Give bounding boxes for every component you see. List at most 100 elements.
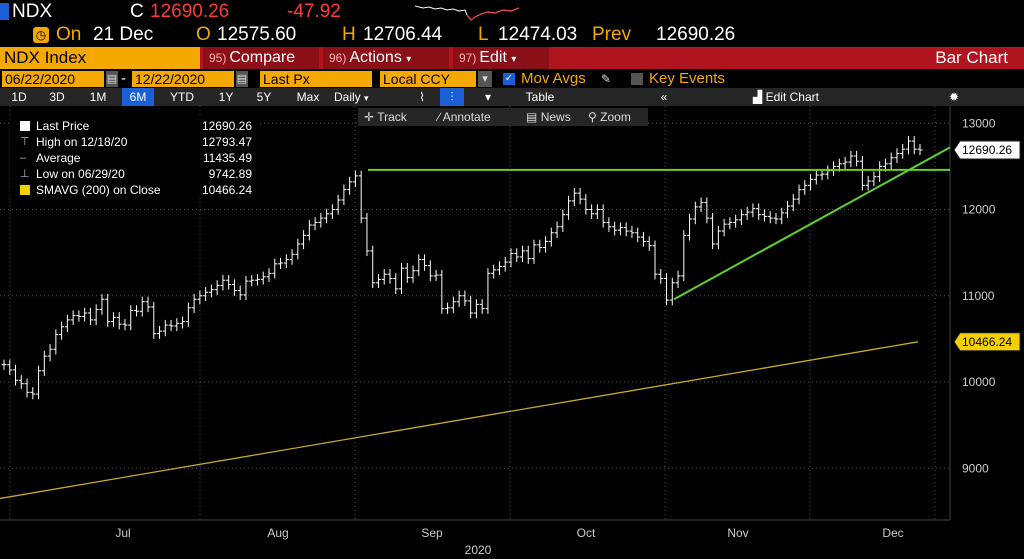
price-bar: [548, 227, 554, 247]
edit-menu[interactable]: 97) Edit ▾: [453, 47, 549, 69]
compare-menu[interactable]: 95) Compare: [203, 47, 319, 69]
price-bar: [871, 171, 877, 187]
date-range-dash: -: [121, 70, 126, 87]
price-bar: [560, 209, 566, 232]
price-bar: [704, 197, 710, 224]
settings-gear-icon[interactable]: ✹: [948, 90, 960, 104]
last-price-tag: 12690.26: [953, 140, 1021, 160]
sma-line: [0, 341, 919, 500]
price-bar: [220, 275, 226, 291]
high-label: H: [342, 24, 356, 45]
start-calendar-icon[interactable]: ▤: [106, 71, 118, 87]
price-bar: [727, 217, 733, 230]
period-3d-button[interactable]: 3D: [49, 90, 65, 104]
price-bar: [848, 150, 854, 168]
legend-low: ⊥ Low on 06/29/20 9742.89: [10, 166, 258, 182]
annotate-tool[interactable]: ∕ Annotate: [438, 108, 491, 126]
period-6m-button[interactable]: 6M: [122, 88, 154, 106]
price-bar: [698, 197, 704, 213]
price-bar: [664, 273, 670, 306]
news-tool[interactable]: ▤ News: [526, 108, 571, 126]
price-bar: [721, 218, 727, 237]
mov-avgs-checkbox[interactable]: ✓: [503, 73, 515, 85]
price-bar: [629, 225, 635, 238]
quote-header: NDX C 12690.26 -47.92: [0, 0, 1024, 24]
y-tick-label: 13000: [962, 116, 996, 130]
price-bar: [237, 285, 243, 301]
price-bar: [525, 245, 531, 264]
price-bar: [508, 248, 514, 268]
last-price-value: 12690.26: [150, 1, 230, 22]
average-marker-icon: –: [20, 152, 27, 164]
edit-menu-number: 97): [459, 51, 477, 65]
price-bar: [110, 312, 116, 327]
field-select[interactable]: Last Px: [260, 71, 372, 87]
price-bar: [790, 193, 796, 212]
compare-menu-number: 95): [209, 51, 227, 65]
price-bar: [623, 222, 629, 237]
y-tick-label: 12000: [962, 203, 996, 217]
price-bar: [819, 168, 825, 181]
period-max-button[interactable]: Max: [296, 90, 320, 104]
key-events-checkbox[interactable]: [631, 73, 643, 85]
price-bar: [410, 265, 416, 283]
legend-label: Low on 06/29/20: [36, 167, 125, 181]
edit-chart-button[interactable]: ▟ Edit Chart: [736, 88, 836, 106]
chart-style-dropdown-icon[interactable]: ▾: [484, 90, 492, 104]
period-1m-button[interactable]: 1M: [89, 90, 107, 104]
currency-select[interactable]: Local CCY: [380, 71, 476, 87]
price-bar: [496, 261, 502, 276]
price-bar: [773, 212, 779, 225]
price-bar: [854, 150, 860, 167]
price-bar: [600, 204, 606, 228]
actions-menu[interactable]: 96) Actions ▾: [323, 47, 449, 69]
period-1d-button[interactable]: 1D: [11, 90, 27, 104]
end-date-field[interactable]: 12/22/2020: [132, 71, 234, 87]
chart-settings-row: 06/22/2020 ▤ - 12/22/2020 ▤ Last Px Loca…: [0, 70, 1024, 88]
frequency-select[interactable]: Daily ▾: [334, 88, 394, 106]
price-bar: [278, 257, 284, 270]
legend-sma: SMAVG (200) on Close 10466.24: [10, 182, 258, 198]
price-bar: [445, 302, 451, 314]
price-bar: [214, 280, 220, 295]
period-1y-button[interactable]: 1Y: [218, 90, 234, 104]
price-bar: [784, 200, 790, 219]
price-bar: [911, 135, 917, 155]
price-bar: [157, 325, 163, 339]
price-bar: [433, 269, 439, 282]
clock-icon[interactable]: ◷: [33, 27, 49, 43]
price-bar: [7, 359, 13, 376]
currency-dropdown-icon[interactable]: ▾: [478, 71, 492, 87]
track-tool[interactable]: ✛ Track: [364, 108, 407, 126]
zoom-label: Zoom: [600, 110, 631, 124]
period-ytd-button[interactable]: YTD: [170, 90, 194, 104]
low-label: L: [478, 24, 489, 45]
start-date-field[interactable]: 06/22/2020: [2, 71, 104, 87]
price-bar: [289, 249, 295, 265]
low-value: 12474.03: [498, 24, 578, 45]
period-5y-button[interactable]: 5Y: [256, 90, 272, 104]
collapse-left-icon[interactable]: «: [660, 90, 668, 104]
on-label: On: [56, 24, 82, 45]
price-bar: [324, 208, 330, 224]
bar-chart-icon[interactable]: ⫶: [440, 88, 464, 106]
price-bar: [185, 302, 191, 327]
annotate-icon: ∕: [438, 110, 441, 124]
price-bar: [387, 269, 393, 284]
pencil-icon[interactable]: ✎: [601, 72, 612, 86]
price-bar: [243, 275, 249, 301]
price-bar: [710, 212, 716, 250]
security-input[interactable]: NDX Index: [0, 47, 200, 69]
chart-toolbar: 1D 3D 1M 6M YTD 1Y 5Y Max Daily ▾ ⌇ ⫶ ▾ …: [0, 88, 1024, 106]
price-bar: [99, 294, 105, 315]
table-button[interactable]: Table: [525, 90, 555, 104]
end-calendar-icon[interactable]: ▤: [236, 71, 248, 87]
price-bar: [825, 165, 831, 180]
ohlc-row: ◷ On 21 Dec O 12575.60 H 12706.44 L 1247…: [0, 24, 1024, 46]
price-bar: [652, 240, 658, 280]
price-bars: [1, 135, 923, 400]
line-chart-icon[interactable]: ⌇: [419, 90, 425, 104]
zoom-tool[interactable]: ⚲ Zoom: [588, 108, 631, 126]
price-bar: [341, 184, 347, 206]
price-chart[interactable]: 9000 10000 11000 12000 13000 Jul Aug Sep Oct Nov D…: [0, 106, 1024, 559]
